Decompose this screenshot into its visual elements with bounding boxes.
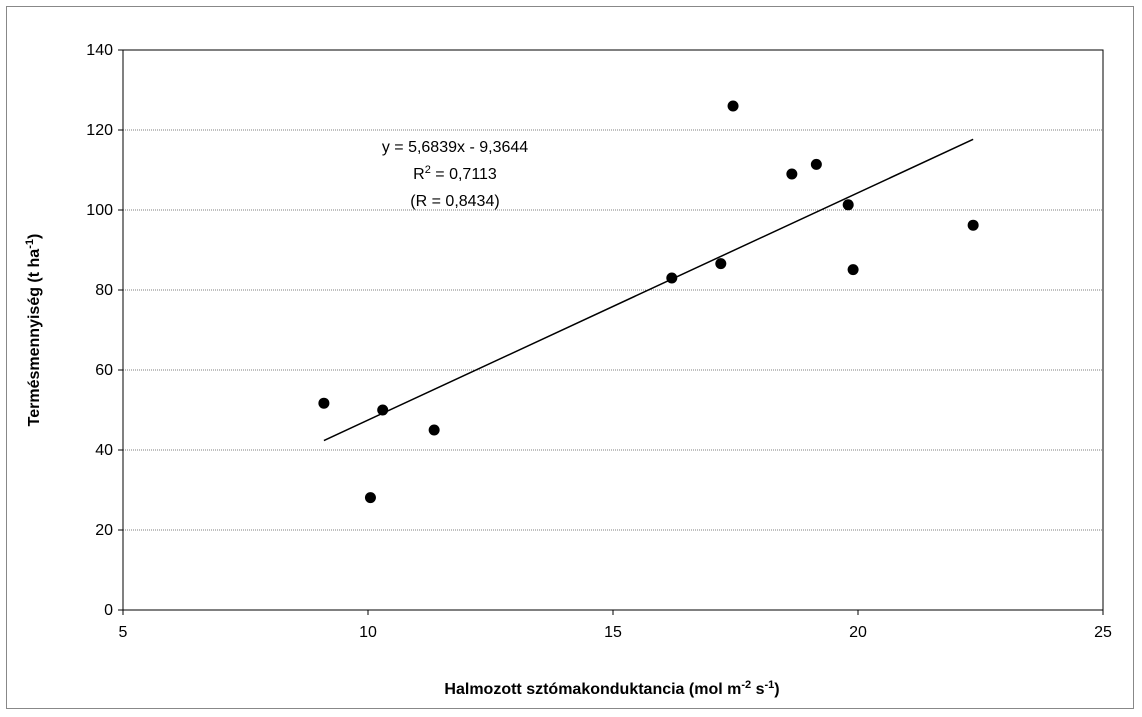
y-tick-label-0: 0 [104, 602, 113, 619]
x-tick-label-20: 20 [849, 624, 867, 641]
axes [118, 49, 1104, 615]
data-point-11 [847, 264, 859, 276]
chart-frame [6, 6, 1134, 709]
y-tick-label-20: 20 [95, 522, 113, 539]
data-point-6 [715, 258, 727, 270]
data-point-3 [377, 404, 389, 416]
x-axis-title-end: ) [774, 681, 779, 698]
data-point-1 [318, 397, 330, 409]
x-tick-label-5: 5 [119, 624, 128, 641]
data-point-4 [428, 424, 440, 436]
data-point-10 [842, 199, 854, 211]
r-value-label: (R = 0,8434) [410, 193, 499, 210]
y-tick-label-60: 60 [95, 362, 113, 379]
x-axis-title-sup2: -1 [764, 679, 774, 691]
plot-area-border [122, 49, 1104, 611]
y-tick-label-100: 100 [86, 202, 113, 219]
trendline [323, 138, 974, 442]
y-tick-labels: 0 20 40 60 80 100 120 140 [86, 42, 113, 619]
r-squared-value: = 0,7113 [431, 166, 497, 183]
r-squared-label: R2 = 0,7113 [413, 164, 497, 183]
r-squared-sup: 2 [425, 164, 431, 176]
x-axis-title-main: Halmozott sztómakonduktancia (mol m [444, 681, 741, 698]
data-point-2 [364, 492, 376, 504]
x-axis-title-sup1: -2 [741, 679, 751, 691]
data-point-8 [786, 168, 798, 180]
y-axis-title: Termésmennyiség (t ha-1) [24, 234, 43, 427]
y-axis-title-end: ) [26, 234, 43, 239]
y-tick-label-120: 120 [86, 122, 113, 139]
y-tick-label-40: 40 [95, 442, 113, 459]
x-tick-label-25: 25 [1094, 624, 1112, 641]
x-tick-label-15: 15 [604, 624, 622, 641]
r-squared-prefix: R [413, 166, 425, 183]
y-axis-title-main: Termésmennyiség (t ha [26, 249, 43, 427]
x-tick-label-10: 10 [359, 624, 377, 641]
gridlines [123, 49, 1103, 531]
y-tick-label-140: 140 [86, 42, 113, 59]
y-tick-label-80: 80 [95, 282, 113, 299]
x-tick-labels: 5 10 15 20 25 [119, 624, 1112, 641]
data-point-7 [727, 100, 739, 112]
trendline-group [323, 138, 974, 442]
data-point-5 [666, 272, 678, 284]
trendline-equation: y = 5,6839x - 9,3644 [382, 139, 528, 156]
data-point-9 [810, 158, 822, 170]
y-axis-title-sup: -1 [24, 239, 36, 249]
data-point-12 [967, 219, 979, 231]
x-axis-title: Halmozott sztómakonduktancia (mol m-2 s-… [444, 679, 779, 698]
x-axis-title-mid: s [751, 681, 764, 698]
data-points [318, 100, 979, 504]
